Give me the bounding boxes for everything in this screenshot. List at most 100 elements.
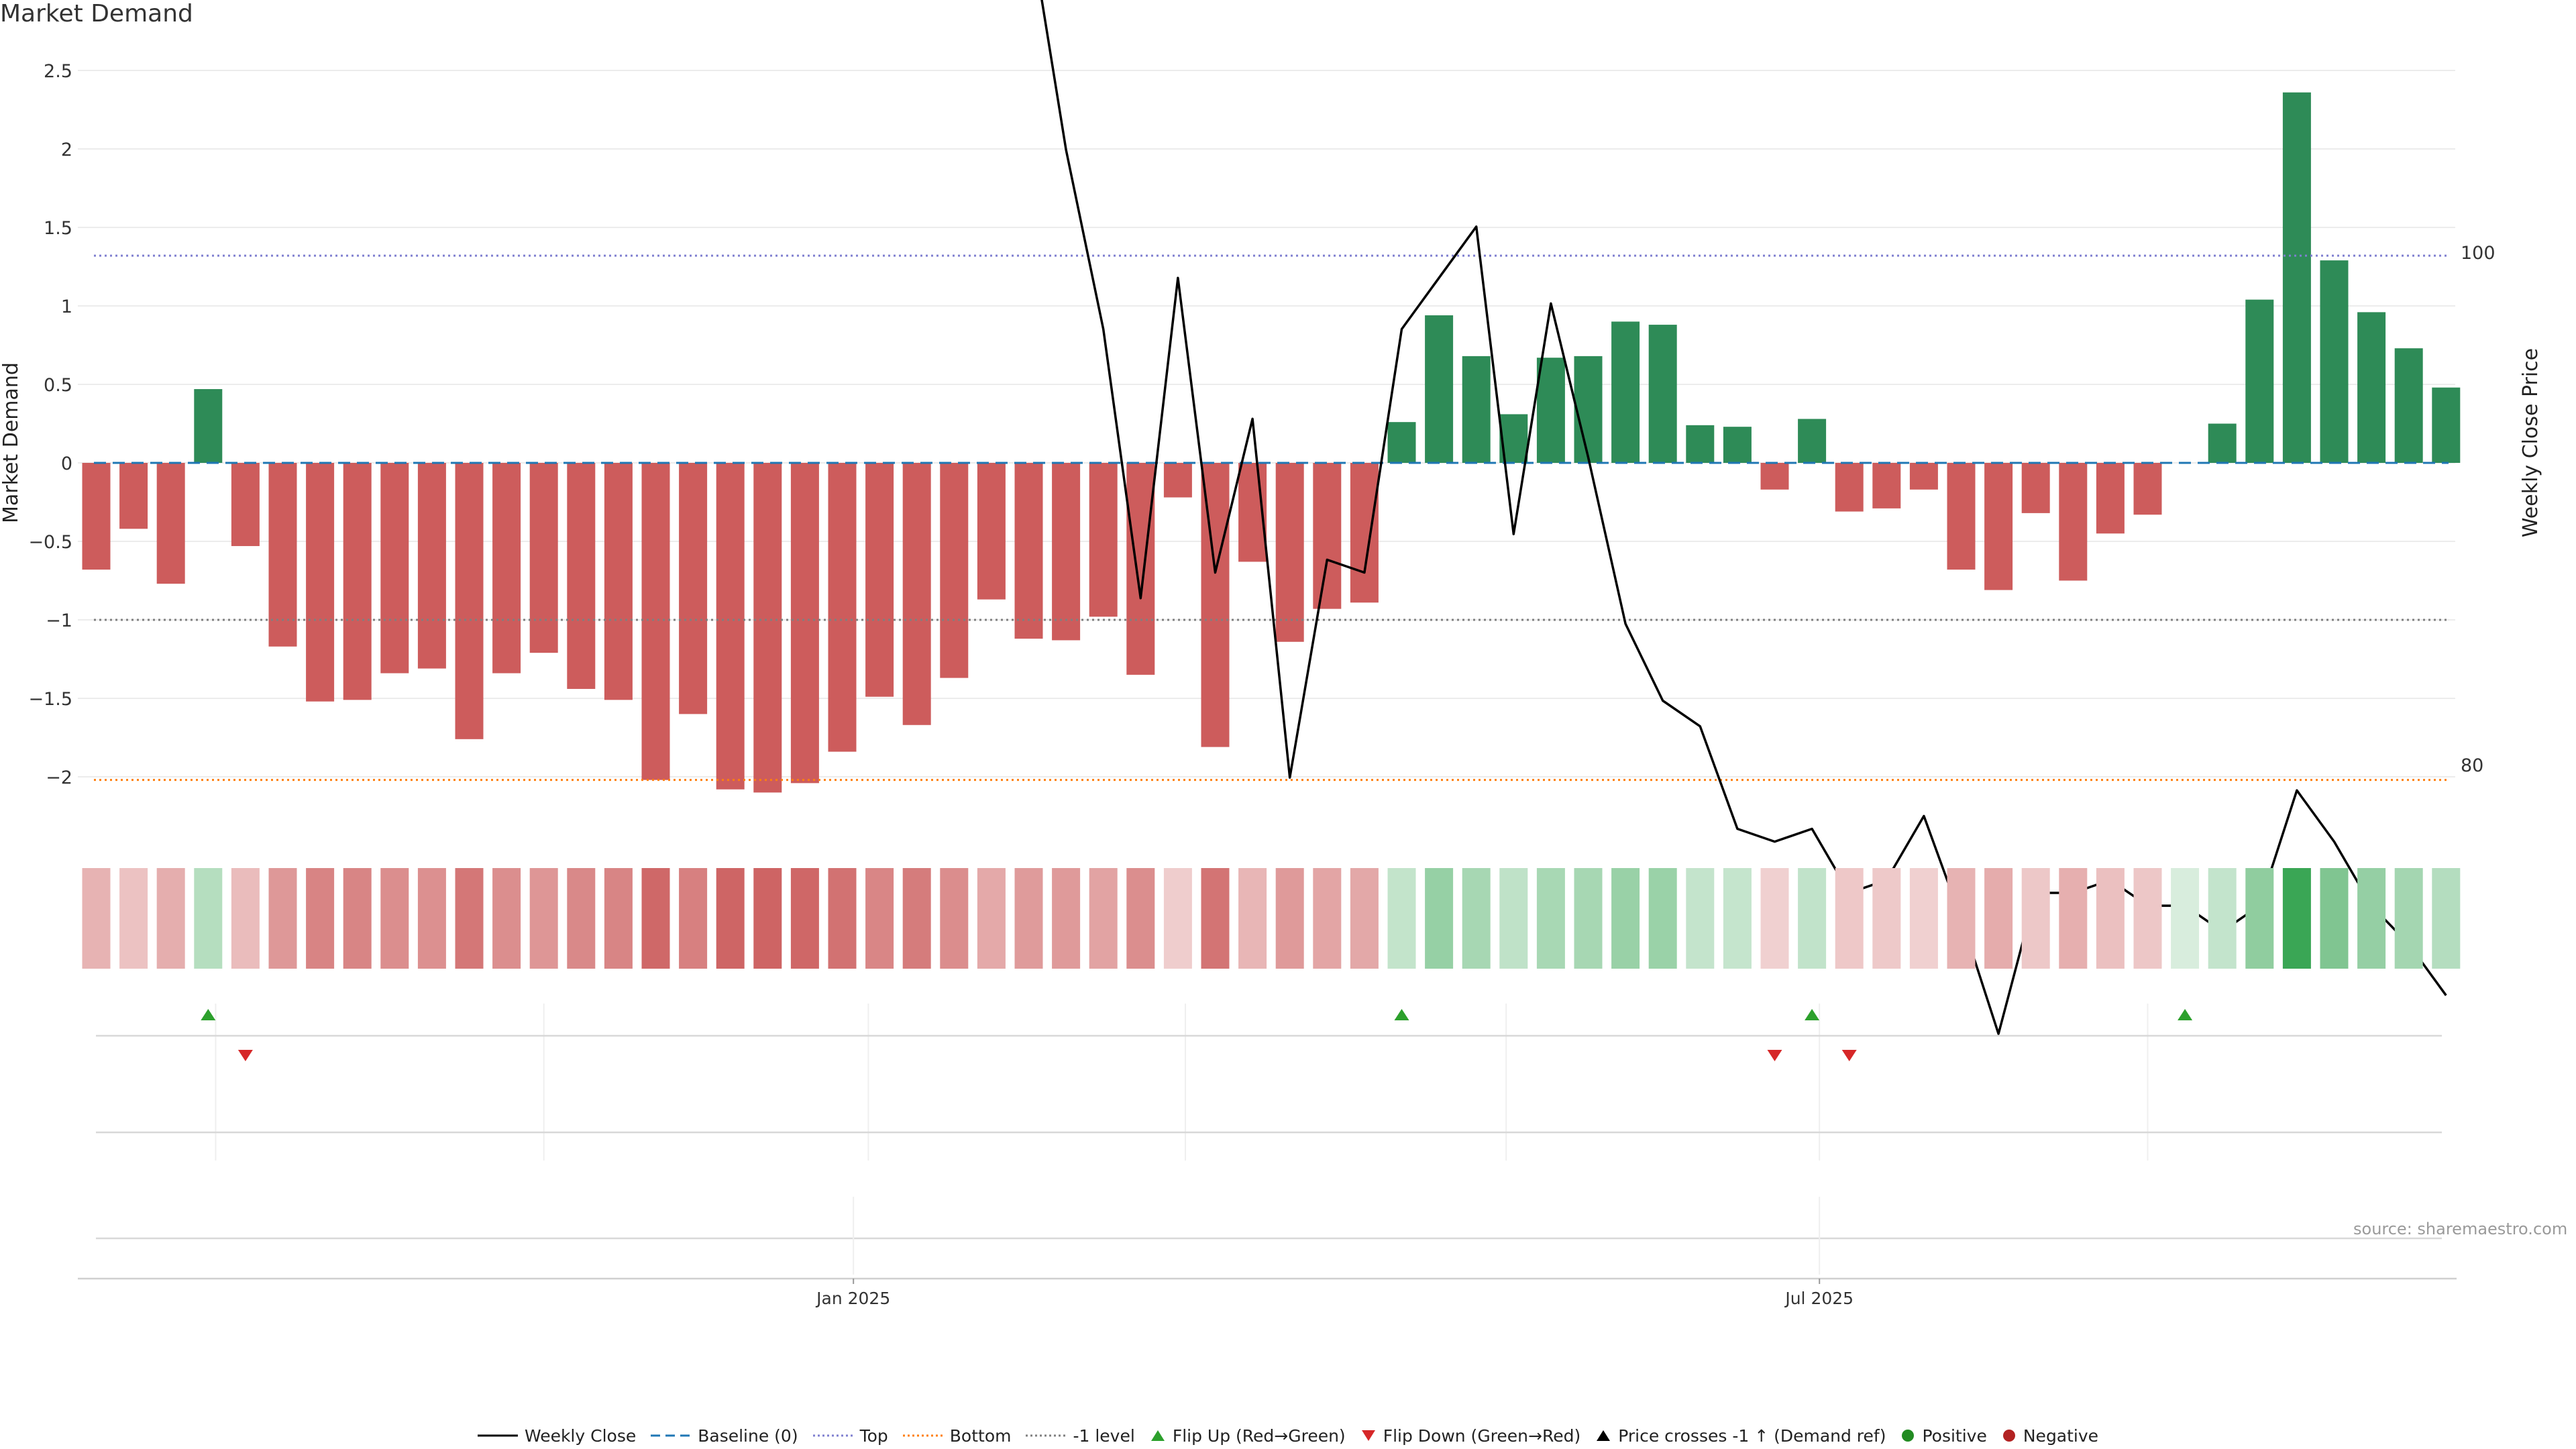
demand-bar <box>2282 92 2311 463</box>
left-axis-label: Market Demand <box>0 362 23 523</box>
strip-cell <box>977 868 1006 969</box>
strip-cell <box>2245 868 2274 969</box>
triangle-down-icon <box>1361 1430 1375 1441</box>
grid-layer <box>78 70 2455 777</box>
right-tick-label: 100 <box>2461 243 2496 264</box>
strip-cell <box>567 868 596 969</box>
flip-event-panel <box>96 1004 2442 1275</box>
demand-bar <box>828 463 857 752</box>
legend-bottom-label: Bottom <box>949 1426 1012 1446</box>
strip-cell <box>1723 868 1752 969</box>
demand-bar <box>1052 463 1081 641</box>
legend-price-cross: Price crosses -1 ↑ (Demand ref) <box>1595 1426 1886 1446</box>
strip-cell <box>1126 868 1155 969</box>
demand-bar <box>2357 312 2386 463</box>
strip-cell <box>1462 868 1491 969</box>
demand-bar <box>268 463 297 647</box>
left-tick-label: −1.5 <box>28 689 72 710</box>
demand-bar <box>1835 463 1864 512</box>
strip-cell <box>231 868 260 969</box>
demand-bar <box>417 463 446 669</box>
demand-bar <box>529 463 558 653</box>
demand-bar <box>753 463 782 793</box>
strip-cell <box>268 868 297 969</box>
legend-positive-label: Positive <box>1922 1426 1987 1446</box>
demand-bar <box>2059 463 2088 581</box>
legend: Weekly Close Baseline (0) Top Bottom -1 … <box>0 1422 2576 1449</box>
demand-bar <box>1126 463 1155 675</box>
strip-cell <box>2133 868 2162 969</box>
demand-bar <box>1536 358 1565 463</box>
demand-bar <box>604 463 633 700</box>
legend-flip-up: Flip Up (Red→Green) <box>1150 1426 1346 1446</box>
demand-bar <box>82 463 111 570</box>
strip-cell <box>1163 868 1192 969</box>
price-layer <box>1040 0 2447 1035</box>
strip-cell <box>1499 868 1528 969</box>
strip-cell <box>2021 868 2050 969</box>
right-tick-label: 80 <box>2461 755 2483 776</box>
demand-bar <box>492 463 521 674</box>
demand-bar <box>567 463 596 689</box>
legend-minus-one-label: -1 level <box>1073 1426 1135 1446</box>
demand-bar <box>1984 463 2013 590</box>
legend-flip-down: Flip Down (Green→Red) <box>1360 1426 1580 1446</box>
flip-up-marker <box>201 1009 216 1020</box>
demand-bar <box>1425 315 1454 463</box>
demand-bar <box>194 389 223 463</box>
strip-cell <box>828 868 857 969</box>
strip-cell <box>1760 868 1789 969</box>
demand-bar <box>1723 427 1752 463</box>
weekly-close-line <box>1040 0 2447 1035</box>
strip-cell <box>82 868 111 969</box>
strip-cell <box>1798 868 1827 969</box>
strip-cell <box>1536 868 1565 969</box>
strip-cell <box>1201 868 1230 969</box>
strip-cell <box>1238 868 1267 969</box>
strip-cell <box>1835 868 1864 969</box>
strip-cell <box>1089 868 1118 969</box>
triangle-up-icon <box>1150 1430 1165 1441</box>
demand-bar <box>2096 463 2125 534</box>
demand-bar <box>1275 463 1304 642</box>
strip-cell <box>1984 868 2013 969</box>
demand-bar <box>2208 423 2237 463</box>
legend-positive: Positive <box>1900 1426 1987 1446</box>
demand-bar <box>231 463 260 547</box>
strip-cell <box>902 868 931 969</box>
demand-bar <box>1798 419 1827 463</box>
demand-bar <box>1648 325 1677 463</box>
strip-cell <box>2208 868 2237 969</box>
strip-cell <box>156 868 185 969</box>
demand-bar <box>1872 463 1901 508</box>
strip-cell <box>2171 868 2200 969</box>
flip-up-marker <box>1805 1009 1820 1020</box>
flip-down-marker <box>1767 1050 1782 1061</box>
strip-cell <box>2059 868 2088 969</box>
demand-bar <box>1686 425 1715 463</box>
strip-cell <box>2096 868 2125 969</box>
demand-bar <box>343 463 372 700</box>
strip-cell <box>380 868 409 969</box>
strip-cell <box>1909 868 1938 969</box>
demand-color-strip <box>82 868 2461 969</box>
demand-bar <box>2021 463 2050 513</box>
left-tick-label: 2 <box>61 140 72 160</box>
left-tick-label: 1.5 <box>44 218 72 239</box>
demand-bar <box>641 463 670 780</box>
chart-title: Market Demand <box>0 0 193 28</box>
strip-cell <box>194 868 223 969</box>
strip-cell <box>119 868 148 969</box>
source-note: source: sharemaestro.com <box>2353 1220 2568 1238</box>
strip-cell <box>2320 868 2349 969</box>
demand-bar <box>865 463 894 697</box>
strip-cell <box>1686 868 1715 969</box>
legend-baseline-label: Baseline (0) <box>698 1426 798 1446</box>
strip-cell <box>641 868 670 969</box>
flip-up-marker <box>1394 1009 1409 1020</box>
demand-bar <box>1387 422 1416 463</box>
demand-bar <box>902 463 931 725</box>
left-tick-label: 0 <box>61 453 72 474</box>
demand-bar <box>380 463 409 674</box>
